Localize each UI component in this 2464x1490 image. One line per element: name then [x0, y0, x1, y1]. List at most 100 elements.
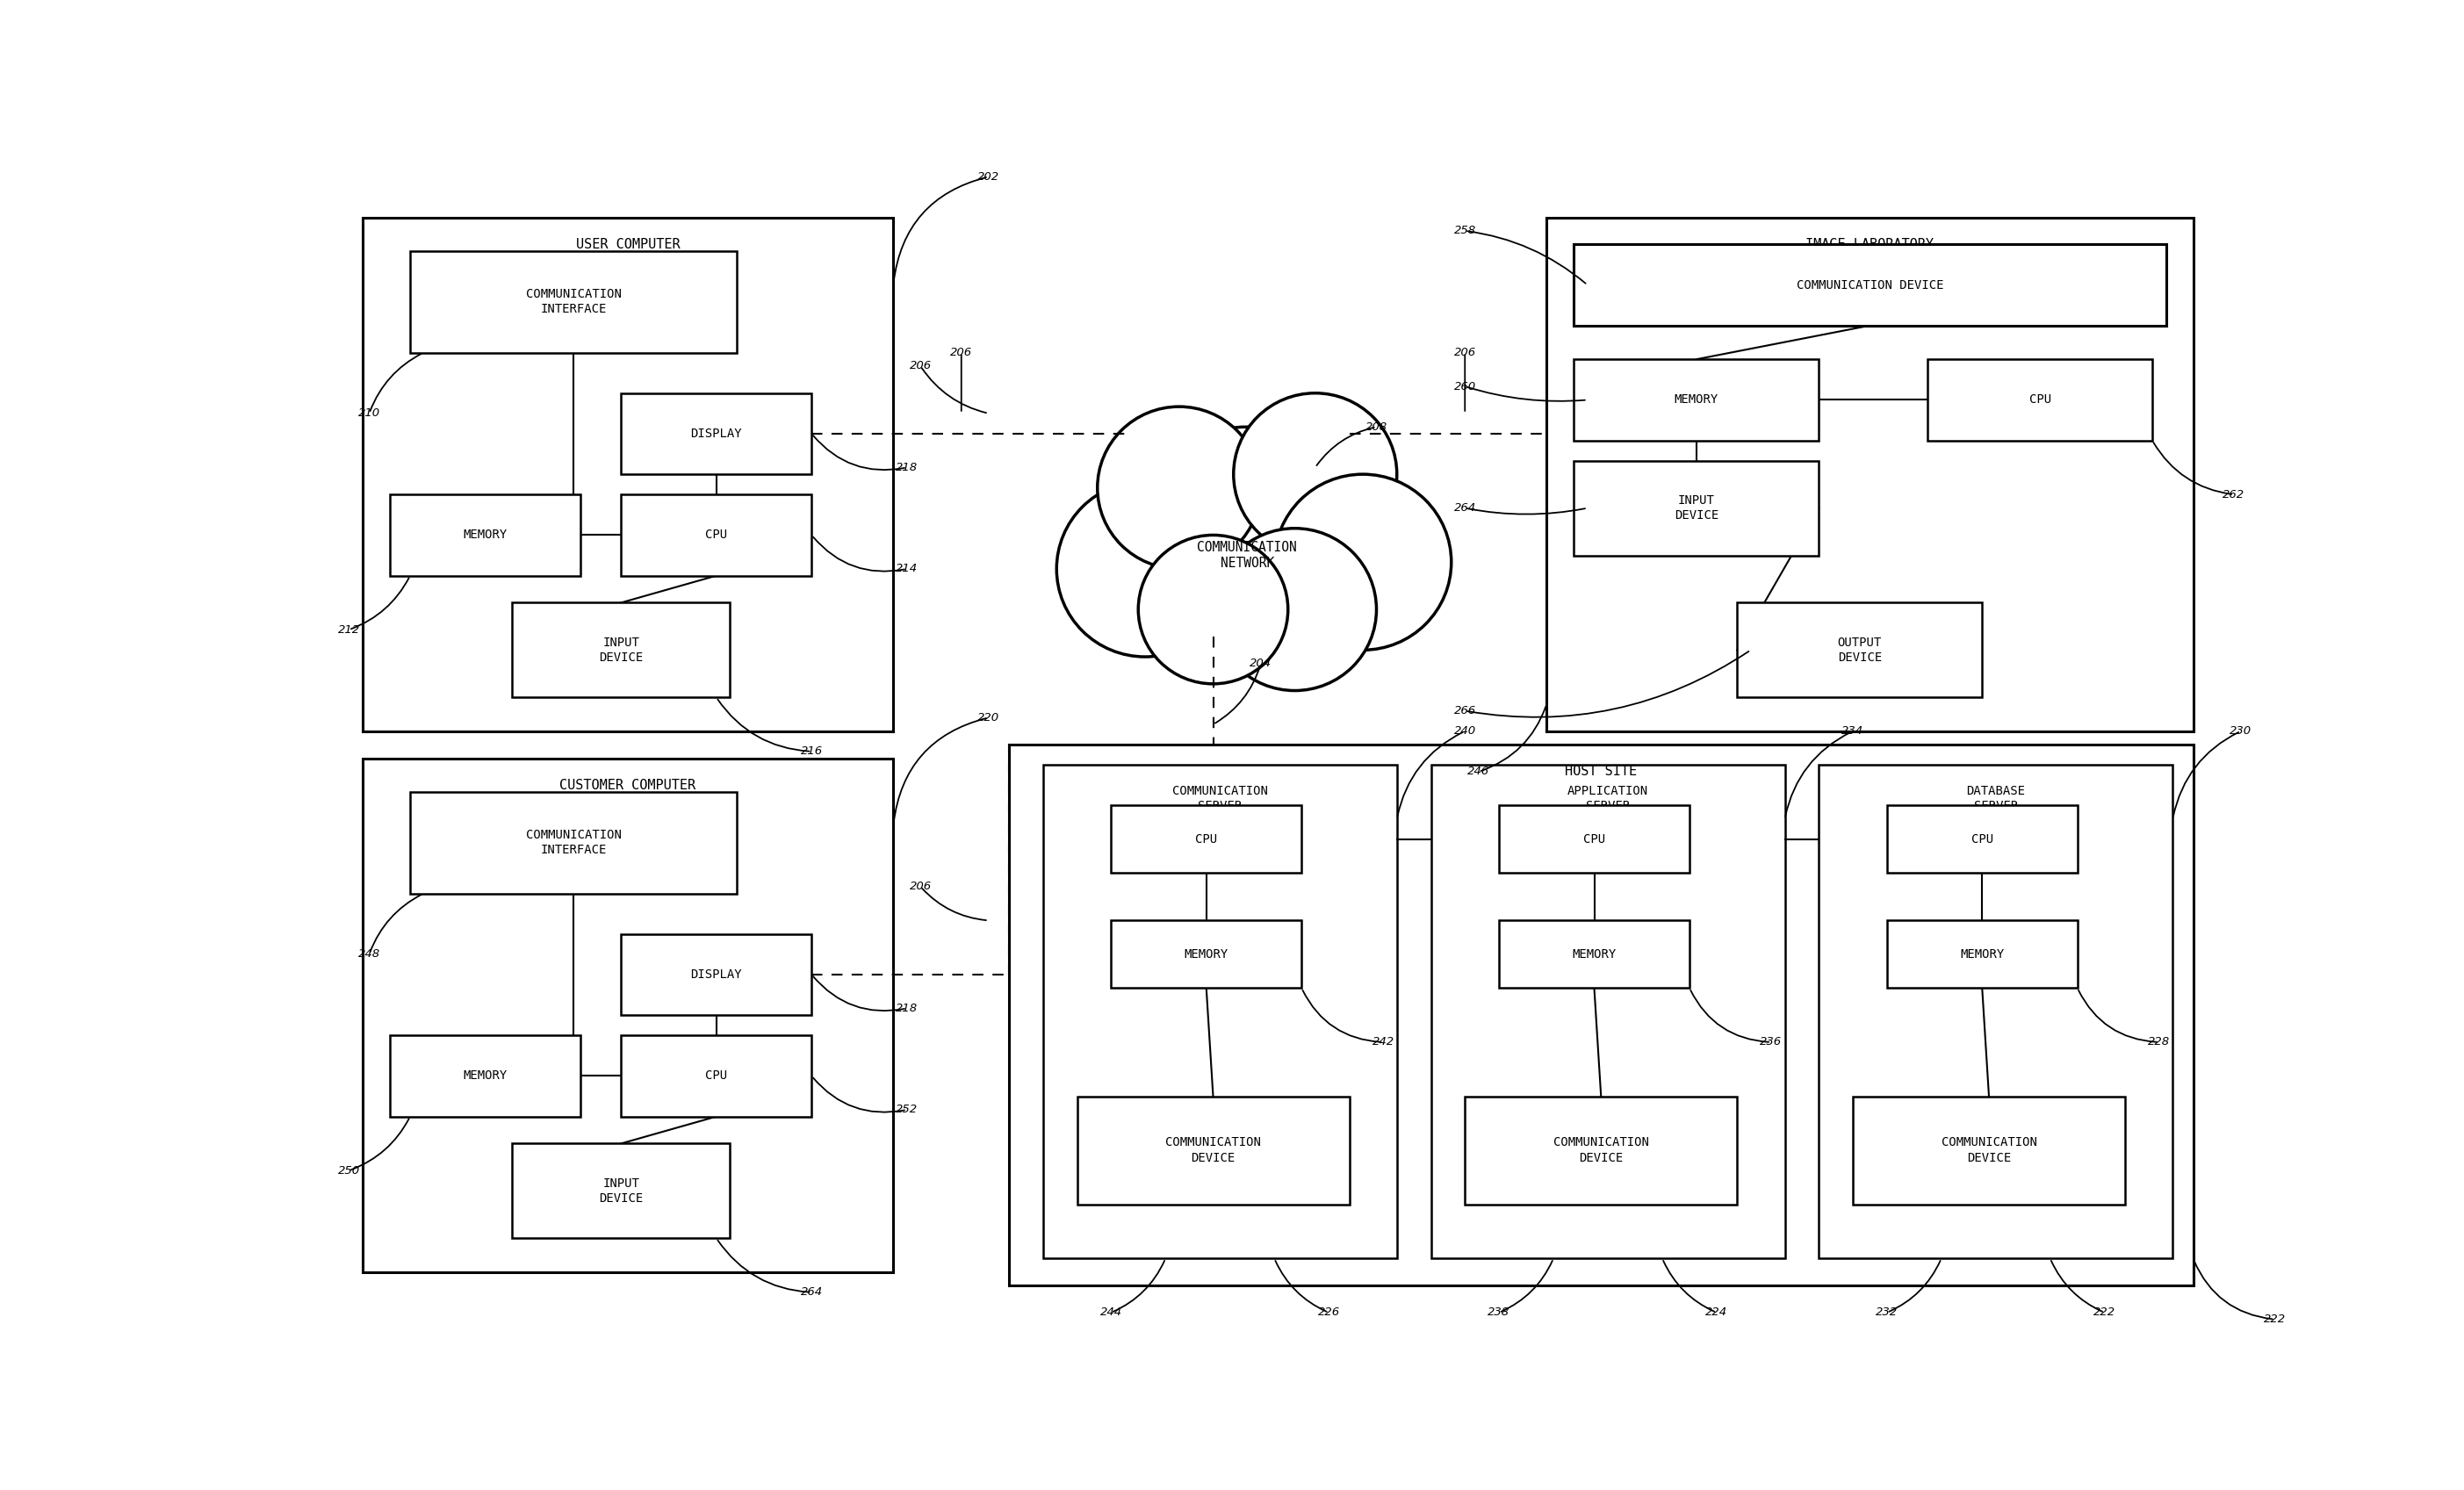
Text: 238: 238: [1488, 1307, 1510, 1319]
FancyBboxPatch shape: [362, 758, 894, 1272]
FancyBboxPatch shape: [1818, 764, 2173, 1259]
Text: 212: 212: [338, 624, 360, 635]
Text: MEMORY: MEMORY: [1673, 393, 1717, 405]
FancyBboxPatch shape: [621, 1036, 811, 1116]
Text: 252: 252: [897, 1104, 919, 1116]
FancyBboxPatch shape: [1574, 460, 1818, 556]
Text: MEMORY: MEMORY: [1959, 948, 2003, 961]
FancyBboxPatch shape: [389, 495, 579, 575]
FancyBboxPatch shape: [389, 1036, 579, 1116]
Text: CPU: CPU: [1584, 833, 1604, 845]
Text: 222: 222: [2094, 1307, 2117, 1319]
FancyBboxPatch shape: [1927, 359, 2151, 441]
Text: 232: 232: [1875, 1307, 1897, 1319]
FancyBboxPatch shape: [1077, 1097, 1350, 1204]
Text: 260: 260: [1454, 380, 1476, 392]
Text: IMAGE LABORATORY: IMAGE LABORATORY: [1806, 237, 1934, 250]
Text: OUTPUT
DEVICE: OUTPUT DEVICE: [1838, 636, 1882, 663]
FancyBboxPatch shape: [1498, 806, 1690, 873]
Text: DATABASE
SERVER: DATABASE SERVER: [1966, 785, 2025, 812]
Text: 204: 204: [1249, 659, 1271, 669]
Text: 246: 246: [1469, 766, 1491, 778]
Text: 218: 218: [897, 462, 919, 474]
Text: CPU: CPU: [1971, 833, 1993, 845]
Text: 262: 262: [2223, 489, 2245, 501]
Text: 210: 210: [357, 408, 379, 419]
Text: 258: 258: [1454, 225, 1476, 237]
Circle shape: [1274, 474, 1451, 650]
Text: CPU: CPU: [705, 1070, 727, 1082]
Text: 234: 234: [1841, 726, 1863, 738]
Text: COMMUNICATION
SERVER: COMMUNICATION SERVER: [1173, 785, 1269, 812]
FancyBboxPatch shape: [1432, 764, 1784, 1259]
Text: COMMUNICATION
DEVICE: COMMUNICATION DEVICE: [1552, 1137, 1648, 1164]
FancyBboxPatch shape: [362, 218, 894, 732]
FancyBboxPatch shape: [1887, 806, 2077, 873]
Text: 216: 216: [801, 745, 823, 757]
FancyBboxPatch shape: [1111, 806, 1301, 873]
FancyBboxPatch shape: [1547, 218, 2193, 732]
Text: 242: 242: [1372, 1037, 1395, 1047]
Text: APPLICATION
SERVER: APPLICATION SERVER: [1567, 785, 1648, 812]
Text: 206: 206: [909, 881, 931, 893]
Text: 222: 222: [2264, 1314, 2287, 1325]
Text: MEMORY: MEMORY: [1572, 948, 1616, 961]
Text: MEMORY: MEMORY: [463, 1070, 508, 1082]
Circle shape: [1212, 529, 1377, 690]
Text: COMMUNICATION
INTERFACE: COMMUNICATION INTERFACE: [525, 828, 621, 857]
Text: CPU: CPU: [2028, 393, 2050, 405]
Text: 250: 250: [338, 1165, 360, 1176]
Text: 202: 202: [978, 171, 1000, 182]
Text: CPU: CPU: [1195, 833, 1217, 845]
Text: 206: 206: [951, 347, 973, 358]
Text: 228: 228: [2149, 1037, 2171, 1047]
Text: 226: 226: [1318, 1307, 1340, 1319]
Circle shape: [1234, 393, 1397, 556]
FancyBboxPatch shape: [1111, 921, 1301, 988]
FancyBboxPatch shape: [513, 1143, 729, 1238]
Text: 266: 266: [1454, 705, 1476, 717]
Text: 248: 248: [357, 949, 379, 960]
Text: USER COMPUTER: USER COMPUTER: [577, 237, 680, 250]
Circle shape: [1124, 428, 1370, 671]
Circle shape: [1057, 481, 1234, 657]
Text: COMMUNICATION
NETWORK: COMMUNICATION NETWORK: [1198, 541, 1296, 569]
FancyBboxPatch shape: [1498, 921, 1690, 988]
FancyBboxPatch shape: [409, 793, 737, 894]
Text: INPUT
DEVICE: INPUT DEVICE: [1673, 495, 1717, 522]
Text: 218: 218: [897, 1003, 919, 1015]
FancyBboxPatch shape: [621, 934, 811, 1015]
Text: 208: 208: [1365, 422, 1387, 432]
FancyBboxPatch shape: [1466, 1097, 1737, 1204]
Text: CPU: CPU: [705, 529, 727, 541]
Text: COMMUNICATION
DEVICE: COMMUNICATION DEVICE: [1165, 1137, 1262, 1164]
Text: DISPLAY: DISPLAY: [690, 428, 742, 440]
FancyBboxPatch shape: [1887, 921, 2077, 988]
FancyBboxPatch shape: [1574, 244, 2166, 325]
FancyBboxPatch shape: [1042, 764, 1397, 1259]
Text: MEMORY: MEMORY: [1185, 948, 1230, 961]
Circle shape: [1096, 407, 1262, 569]
Text: HOST SITE: HOST SITE: [1565, 764, 1636, 778]
Text: DISPLAY: DISPLAY: [690, 968, 742, 980]
Text: 230: 230: [2230, 726, 2252, 738]
Text: CUSTOMER COMPUTER: CUSTOMER COMPUTER: [559, 778, 695, 791]
FancyBboxPatch shape: [621, 393, 811, 474]
Text: COMMUNICATION
INTERFACE: COMMUNICATION INTERFACE: [525, 288, 621, 316]
Text: 220: 220: [978, 712, 1000, 723]
Text: COMMUNICATION DEVICE: COMMUNICATION DEVICE: [1796, 279, 1944, 291]
Text: INPUT
DEVICE: INPUT DEVICE: [599, 636, 643, 663]
Text: MEMORY: MEMORY: [463, 529, 508, 541]
Text: 206: 206: [909, 361, 931, 372]
FancyBboxPatch shape: [621, 495, 811, 575]
FancyBboxPatch shape: [513, 602, 729, 697]
Text: 206: 206: [1454, 347, 1476, 358]
FancyBboxPatch shape: [1008, 745, 2193, 1286]
FancyBboxPatch shape: [409, 252, 737, 353]
FancyBboxPatch shape: [1853, 1097, 2124, 1204]
Text: COMMUNICATION
DEVICE: COMMUNICATION DEVICE: [1942, 1137, 2038, 1164]
Text: 264: 264: [1454, 502, 1476, 514]
Circle shape: [1138, 535, 1289, 684]
Text: 214: 214: [897, 563, 919, 575]
Text: 224: 224: [1705, 1307, 1727, 1319]
